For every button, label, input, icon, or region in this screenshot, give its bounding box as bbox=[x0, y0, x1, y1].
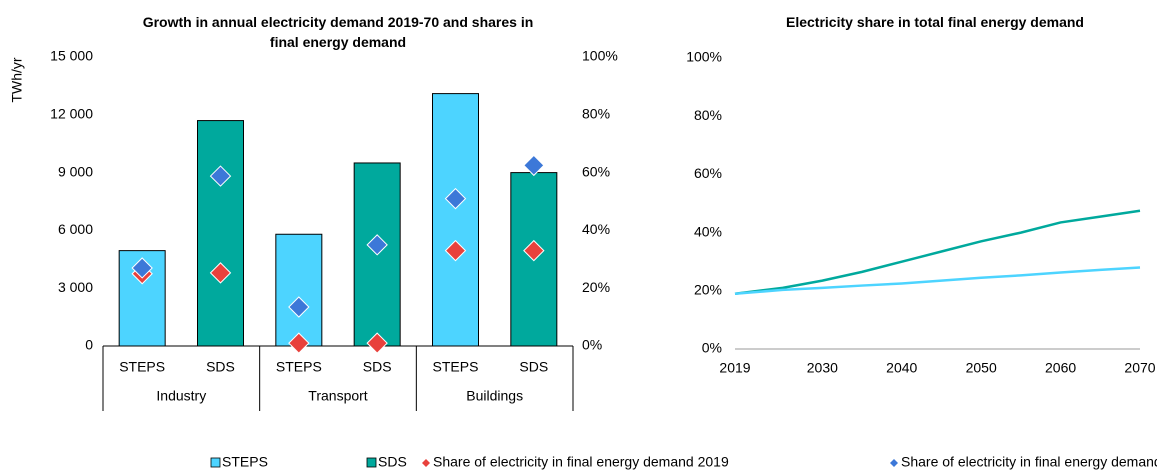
diamond-marker bbox=[444, 187, 467, 210]
y-tick-label: 3 000 bbox=[58, 279, 93, 295]
y-tick-label: 40% bbox=[694, 223, 722, 239]
diamond-marker bbox=[444, 239, 467, 262]
legend-label: SDS bbox=[378, 454, 407, 470]
diamond-marker bbox=[366, 332, 388, 354]
diamond-marker bbox=[288, 332, 310, 354]
legend-label: Share of electricity in final energy dem… bbox=[433, 454, 729, 470]
legend-swatch bbox=[366, 457, 377, 468]
diamond-marker bbox=[131, 257, 153, 279]
x-tick-label: 2050 bbox=[966, 360, 997, 376]
bar bbox=[432, 93, 479, 347]
y-tick-label: 0 bbox=[85, 337, 93, 353]
x-tick-label: SDS bbox=[519, 359, 548, 375]
x-tick-label: 2040 bbox=[886, 360, 917, 376]
bar bbox=[275, 233, 323, 347]
y-tick-label: 20% bbox=[694, 282, 722, 298]
y-tick-label: 6 000 bbox=[58, 221, 93, 237]
y-tick-label: 100% bbox=[686, 49, 722, 65]
legend-label: Share of electricity in final energy dem… bbox=[901, 454, 1157, 470]
y-tick-label: 9 000 bbox=[58, 163, 93, 179]
x-tick-label: 2030 bbox=[807, 360, 838, 376]
x-tick-label: STEPS bbox=[119, 359, 165, 375]
bar bbox=[197, 120, 244, 347]
x-tick-label: STEPS bbox=[276, 359, 322, 375]
diamond-marker bbox=[209, 165, 232, 187]
legend-marker bbox=[890, 459, 898, 467]
y2-tick-label: 100% bbox=[582, 48, 618, 64]
group-label: Buildings bbox=[466, 388, 523, 404]
group-label: Industry bbox=[156, 388, 206, 404]
x-tick-label: STEPS bbox=[433, 359, 479, 375]
legend-marker bbox=[422, 459, 430, 467]
x-tick-label: 2019 bbox=[719, 360, 750, 376]
legend-label: STEPS bbox=[222, 454, 268, 470]
diamond-marker bbox=[209, 262, 232, 284]
diamond-marker bbox=[523, 239, 545, 262]
y-tick-label: 12 000 bbox=[50, 106, 93, 122]
y-axis-label: TWh/yr bbox=[9, 57, 25, 102]
legend-swatch bbox=[210, 457, 221, 468]
line bbox=[734, 266, 1141, 295]
group-label: Transport bbox=[308, 388, 368, 404]
y-tick-label: 0% bbox=[702, 340, 722, 356]
y-tick-label: 15 000 bbox=[50, 48, 93, 64]
x-tick-label: SDS bbox=[206, 359, 235, 375]
line bbox=[734, 209, 1141, 295]
y2-tick-label: 60% bbox=[582, 163, 610, 179]
y2-tick-label: 0% bbox=[582, 337, 602, 353]
diamond-marker bbox=[288, 296, 310, 318]
chart-title: Electricity share in total final energy … bbox=[786, 14, 1084, 30]
x-tick-label: SDS bbox=[363, 359, 392, 375]
x-tick-label: 2060 bbox=[1045, 360, 1076, 376]
diamond-marker bbox=[366, 234, 388, 256]
y-tick-label: 80% bbox=[694, 107, 722, 123]
y-tick-label: 60% bbox=[694, 165, 722, 181]
y2-tick-label: 40% bbox=[582, 221, 610, 237]
y2-tick-label: 80% bbox=[582, 106, 610, 122]
x-tick-label: 2070 bbox=[1124, 360, 1155, 376]
y2-tick-label: 20% bbox=[582, 279, 610, 295]
diamond-marker bbox=[523, 154, 545, 177]
chart-title: Growth in annual electricity demand 2019… bbox=[142, 14, 534, 50]
